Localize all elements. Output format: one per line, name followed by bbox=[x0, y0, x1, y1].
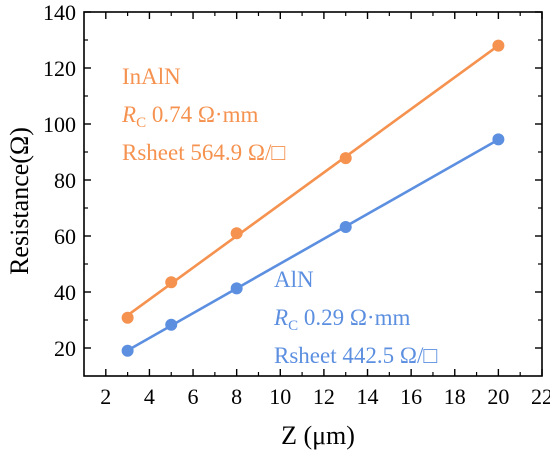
x-tick-label: 2 bbox=[100, 384, 111, 409]
annotation-rsheet: Rsheet 564.9 Ω/□ bbox=[122, 140, 285, 165]
series-aln bbox=[121, 133, 505, 357]
y-tick-label: 20 bbox=[54, 336, 76, 361]
y-tick-label: 140 bbox=[43, 0, 76, 25]
annotation-name: AlN bbox=[274, 267, 314, 292]
y-tick-label: 100 bbox=[43, 112, 76, 137]
x-tick-label: 8 bbox=[231, 384, 242, 409]
series-layer bbox=[121, 39, 505, 357]
data-point-inaln bbox=[230, 227, 243, 240]
annotation-name: InAlN bbox=[122, 64, 181, 89]
y-tick-label: 60 bbox=[54, 224, 76, 249]
y-tick-label: 120 bbox=[43, 56, 76, 81]
annotation-rc: RC 0.74 Ω·mm bbox=[121, 102, 258, 131]
data-point-inaln bbox=[121, 311, 134, 324]
x-axis-label: Z (μm) bbox=[281, 421, 355, 450]
data-point-aln bbox=[230, 282, 243, 295]
x-tick-label: 16 bbox=[400, 384, 422, 409]
x-tick-label: 4 bbox=[144, 384, 155, 409]
y-tick-label: 40 bbox=[54, 280, 76, 305]
data-point-aln bbox=[492, 133, 505, 146]
annotation-layer: InAlN RC 0.74 Ω·mm Rsheet 564.9 Ω/□ AlN RC 0… bbox=[121, 64, 437, 368]
data-point-inaln bbox=[492, 39, 505, 52]
x-tick-label: 10 bbox=[269, 384, 291, 409]
x-tick-label: 22 bbox=[531, 384, 550, 409]
annotation-rc: RC 0.29 Ω·mm bbox=[273, 305, 410, 334]
series-inaln bbox=[121, 39, 505, 324]
annotation-rsheet: Rsheet 442.5 Ω/□ bbox=[274, 343, 437, 368]
y-tick-label: 80 bbox=[54, 168, 76, 193]
annotation-inaln: InAlN RC 0.74 Ω·mm Rsheet 564.9 Ω/□ bbox=[121, 64, 285, 165]
fit-line-inaln bbox=[126, 44, 500, 317]
data-point-inaln bbox=[165, 276, 178, 289]
data-point-aln bbox=[121, 344, 134, 357]
data-point-aln bbox=[339, 221, 352, 234]
data-point-inaln bbox=[339, 152, 352, 165]
annotation-aln: AlN RC 0.29 Ω·mm Rsheet 442.5 Ω/□ bbox=[273, 267, 437, 368]
axes-layer: 2 4 6 8 10 12 14 16 18 20 22 20 40 60 80 100 120 140 bbox=[43, 0, 550, 409]
fit-line-aln bbox=[126, 138, 500, 352]
y-axis-label: Resistance(Ω) bbox=[5, 127, 34, 275]
x-tick-label: 6 bbox=[188, 384, 199, 409]
data-point-aln bbox=[165, 318, 178, 331]
plot-frame bbox=[83, 11, 543, 377]
x-tick-label: 20 bbox=[487, 384, 509, 409]
x-tick-label: 12 bbox=[313, 384, 335, 409]
x-tick-label: 18 bbox=[444, 384, 466, 409]
x-tick-label: 14 bbox=[357, 384, 379, 409]
